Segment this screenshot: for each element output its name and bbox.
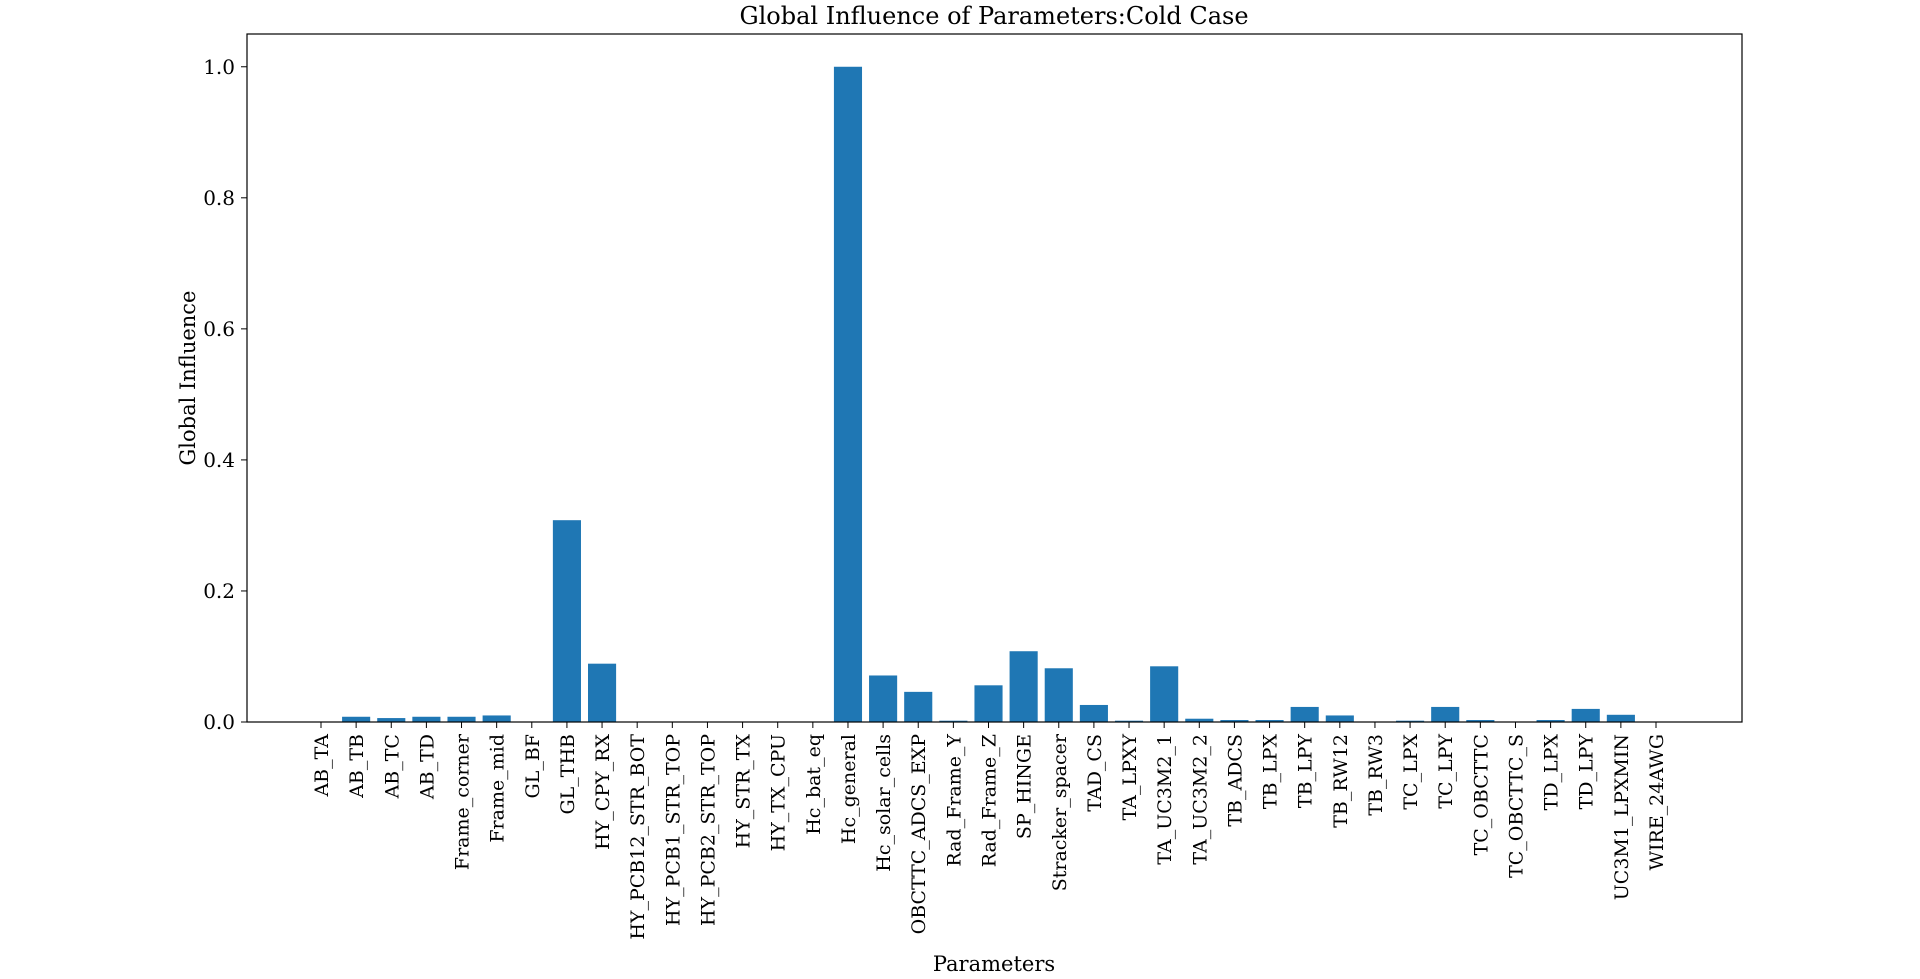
x-tick-label: HY_STR_TX (733, 734, 755, 849)
x-tick-label: GL_BF (522, 734, 544, 798)
y-tick-label: 0.6 (203, 317, 235, 341)
bar-UC3M1_LPXMIN (1606, 714, 1635, 722)
bar-SP_HINGE (1009, 651, 1038, 722)
x-tick-label: Hc_bat_eq (803, 734, 825, 835)
plot-frame (246, 33, 1743, 723)
x-tick-label: AB_TD (416, 734, 438, 800)
x-tick-label: Rad_Frame_Y (943, 734, 965, 867)
x-tick-label: TA_UC3M2_1 (1154, 734, 1176, 865)
x-tick-label: GL_THB (557, 734, 579, 815)
bar-GL_THB (552, 520, 581, 722)
x-tick-label: Frame_corner (452, 733, 474, 870)
x-tick-label: TC_OBCTTC_S (1505, 734, 1527, 878)
bar-Frame_mid (482, 715, 511, 722)
bars-layer (342, 66, 1635, 722)
bar-TB_ADCS (1220, 720, 1249, 722)
x-tick-label: TB_RW12 (1330, 734, 1352, 828)
x-tick-label: TB_RW3 (1365, 734, 1387, 816)
x-tick-label: TAD_CS (1084, 734, 1106, 812)
bar-TD_LPX (1536, 720, 1565, 722)
bar-Rad_Frame_Y (939, 720, 968, 722)
bar-AB_TC (377, 718, 406, 722)
bar-Hc_solar_cells (869, 675, 898, 722)
x-tick-label: Hc_general (838, 734, 860, 844)
x-tick-label: HY_PCB12_STR_BOT (627, 734, 649, 940)
x-tick-label: HY_PCB2_STR_TOP (697, 734, 719, 926)
x-axis: AB_TA AB_TB AB_TC AB_TD Frame_corner Frame_mi… (311, 722, 1668, 940)
x-tick-label: Hc_solar_cells (873, 734, 895, 872)
x-tick-label: Stracker_spacer (1049, 733, 1071, 891)
x-tick-label: TB_ADCS (1224, 734, 1246, 827)
x-tick-label: UC3M1_LPXMIN (1611, 734, 1633, 900)
bar-TA_UC3M2_2 (1185, 718, 1214, 722)
bar-TB_LPX (1255, 720, 1284, 722)
bar-AB_TB (342, 716, 371, 722)
x-tick-label: WIRE_24AWG (1646, 734, 1668, 871)
bar-TA_LPXY (1114, 720, 1144, 722)
bar-Stracker_spacer (1044, 668, 1073, 722)
x-tick-label: AB_TC (381, 734, 403, 799)
bar-TC_LPX (1396, 720, 1425, 722)
y-tick-label: 0.4 (203, 448, 235, 472)
x-tick-label: TC_LPX (1400, 734, 1422, 810)
bar-OBCTTC_ADCS_EXP (904, 691, 933, 722)
chart-title: Global Influence of Parameters:Cold Case (739, 2, 1248, 30)
y-tick-label: 1.0 (203, 55, 235, 79)
x-tick-label: HY_PCB1_STR_TOP (662, 734, 684, 926)
x-tick-label: TB_LPY (1295, 734, 1317, 809)
bar-TC_OBCTTC (1466, 720, 1495, 722)
y-tick-label: 0.2 (203, 579, 235, 603)
x-tick-label: OBCTTC_ADCS_EXP (908, 734, 930, 935)
bar-AB_TD (412, 716, 441, 722)
x-tick-label: TD_LPY (1576, 734, 1598, 810)
x-tick-label: TC_LPY (1435, 734, 1457, 809)
bar-TAD_CS (1079, 704, 1108, 722)
x-tick-label: AB_TA (311, 734, 333, 798)
x-tick-label: AB_TB (346, 734, 368, 799)
y-axis: 0.0 0.2 0.4 0.6 0.8 1.0 (203, 55, 247, 734)
bar-TB_LPY (1290, 706, 1319, 722)
bar-Frame_corner (447, 716, 476, 722)
x-tick-label: SP_HINGE (1014, 734, 1036, 839)
x-axis-title: Parameters (933, 952, 1055, 975)
x-tick-label: TB_LPX (1260, 734, 1282, 810)
x-tick-label: TA_UC3M2_2 (1189, 734, 1211, 865)
x-tick-label: HY_CPY_RX (592, 734, 614, 850)
bar-TC_LPY (1431, 706, 1460, 722)
y-tick-label: 0.8 (203, 186, 235, 210)
x-tick-label: TC_OBCTTC (1470, 734, 1492, 855)
bar-Rad_Frame_Z (974, 685, 1003, 722)
bar-HY_CPY_RX (588, 663, 617, 722)
y-axis-title: Global Influence (176, 291, 200, 466)
x-tick-label: Frame_mid (487, 734, 509, 843)
bar-TD_LPY (1571, 708, 1600, 722)
bar-Hc_general (833, 66, 863, 722)
x-tick-label: TA_LPXY (1119, 734, 1141, 821)
x-tick-label: HY_TX_CPU (768, 734, 790, 851)
x-tick-label: TD_LPX (1541, 734, 1563, 811)
x-tick-label: Rad_Frame_Z (979, 734, 1001, 867)
bar-TB_RW12 (1325, 715, 1354, 722)
bar-TA_UC3M2_1 (1150, 666, 1179, 722)
y-tick-label: 0.0 (203, 710, 235, 734)
